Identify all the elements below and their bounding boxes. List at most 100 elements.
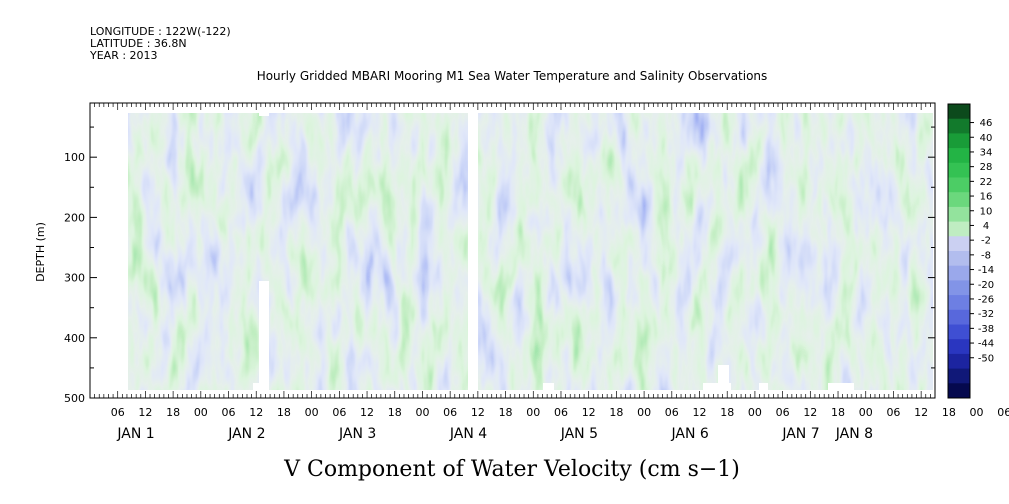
x-tick-label: 12 [693, 406, 707, 419]
heatmap-fill-right [478, 113, 933, 390]
x-tick-label: 18 [166, 406, 180, 419]
colorbar-swatch [948, 177, 970, 193]
x-day-label: JAN 4 [449, 426, 487, 442]
x-tick-label: 06 [776, 406, 790, 419]
x-tick-label: 18 [388, 406, 402, 419]
colorbar-swatch [948, 368, 970, 384]
colorbar-swatch [948, 104, 970, 120]
x-tick-label: 18 [942, 406, 956, 419]
colorbar-swatch [948, 280, 970, 296]
x-tick-label: 18 [499, 406, 513, 419]
colorbar-label: -50 [978, 353, 994, 364]
colorbar: 46 40 34 28 22 16 10 4 -2 -8 -14 -20 -26 -32 -38 -44 -50 [947, 103, 994, 399]
colorbar-label: 22 [980, 177, 993, 188]
missing-data-gap [253, 383, 259, 391]
colorbar-label: 46 [980, 118, 993, 129]
missing-data-gap [543, 383, 554, 391]
x-tick-label: 00 [526, 406, 540, 419]
colorbar-label: -2 [981, 236, 991, 247]
missing-data-gap [759, 383, 768, 391]
heatmap-field [128, 113, 933, 391]
missing-data-gap [703, 383, 731, 391]
x-day-label: JAN 2 [227, 426, 265, 442]
y-axis-title: DEPTH (m) [34, 222, 47, 282]
colorbar-label: -14 [978, 265, 994, 276]
x-tick-label: 06 [443, 406, 457, 419]
heatmap-fill-left [128, 113, 468, 390]
colorbar-swatch [948, 148, 970, 164]
colorbar-label: 34 [980, 147, 993, 158]
colorbar-swatch [948, 309, 970, 325]
y-tick-label: 400 [64, 332, 85, 345]
x-tick-label: 00 [637, 406, 651, 419]
colorbar-swatch [948, 221, 970, 237]
x-tick-label: 00 [194, 406, 208, 419]
x-tick-label: 06 [111, 406, 125, 419]
x-tick-label: 00 [748, 406, 762, 419]
colorbar-swatch [948, 162, 970, 178]
colorbar-swatch [948, 236, 970, 252]
year-label: YEAR : 2013 [89, 49, 158, 62]
colorbar-label: 10 [980, 206, 993, 217]
colorbar-swatch [948, 383, 970, 399]
colorbar-label: 16 [980, 192, 993, 203]
x-day-label: JAN 1 [116, 426, 154, 442]
x-tick-label: 06 [332, 406, 346, 419]
missing-data-gap [718, 365, 729, 385]
x-tick-label: 18 [831, 406, 845, 419]
x-tick-label: 12 [249, 406, 263, 419]
x-day-label: JAN 3 [338, 426, 376, 442]
colorbar-swatch [948, 251, 970, 267]
x-tick-label: 00 [305, 406, 319, 419]
x-day-label: JAN 6 [671, 426, 709, 442]
colorbar-swatch [948, 192, 970, 208]
colorbar-swatch [948, 295, 970, 311]
colorbar-label: -32 [978, 309, 994, 320]
variable-label: V Component of Water Velocity (cm s−1) [283, 457, 740, 482]
x-tick-label: 00 [415, 406, 429, 419]
colorbar-label: -26 [978, 294, 994, 305]
colorbar-label: -20 [978, 280, 994, 291]
x-tick-label: 12 [471, 406, 485, 419]
missing-data-gap [259, 113, 269, 116]
colorbar-swatch [948, 118, 970, 134]
x-tick-label: 18 [720, 406, 734, 419]
x-tick-label: 12 [582, 406, 596, 419]
x-day-label: JAN 5 [560, 426, 598, 442]
colorbar-label: -44 [978, 339, 994, 350]
y-tick-label: 300 [64, 272, 85, 285]
x-tick-label: 12 [360, 406, 374, 419]
x-tick-label: 06 [222, 406, 236, 419]
x-tick-label: 06 [997, 406, 1009, 419]
colorbar-swatch [948, 265, 970, 281]
longitude-label: LONGITUDE : 122W(-122) [90, 25, 231, 38]
x-tick-label: 18 [609, 406, 623, 419]
y-tick-label: 200 [64, 211, 85, 224]
x-tick-label: 12 [138, 406, 152, 419]
y-tick-label: 100 [64, 151, 85, 164]
x-tick-label: 06 [886, 406, 900, 419]
colorbar-frame [947, 103, 971, 399]
missing-data-gap [828, 383, 854, 391]
colorbar-swatch [948, 206, 970, 223]
y-tick-label: 500 [64, 392, 85, 405]
colorbar-swatch [948, 353, 970, 370]
colorbar-label: 40 [980, 133, 993, 144]
colorbar-swatch [948, 339, 970, 355]
chart-title: Hourly Gridded MBARI Mooring M1 Sea Wate… [257, 69, 768, 83]
colorbar-swatch [948, 133, 970, 149]
x-tick-label: 18 [277, 406, 291, 419]
missing-data-gap [259, 281, 269, 391]
colorbar-label: 4 [983, 221, 989, 232]
colorbar-label: 28 [980, 162, 993, 173]
colorbar-label: -38 [978, 324, 994, 335]
x-tick-label: 12 [914, 406, 928, 419]
x-tick-label: 12 [803, 406, 817, 419]
x-tick-label: 00 [859, 406, 873, 419]
x-tick-label: 00 [970, 406, 984, 419]
x-day-label: JAN 7 [781, 426, 819, 442]
colorbar-label: -8 [981, 250, 991, 261]
latitude-label: LATITUDE : 36.8N [90, 37, 187, 50]
